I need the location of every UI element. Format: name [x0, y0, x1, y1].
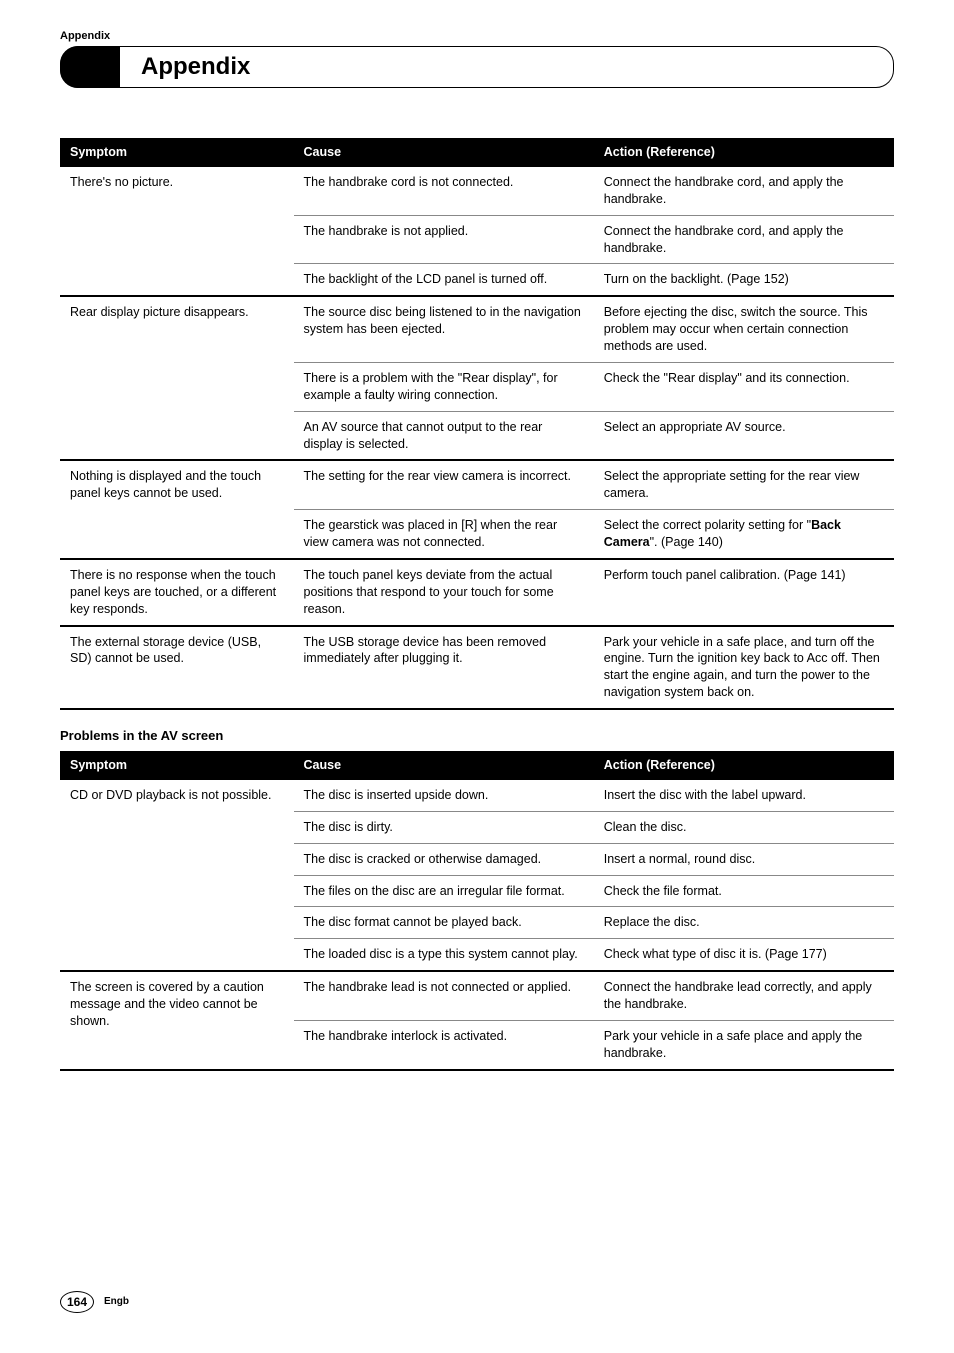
action-cell: Connect the handbrake cord, and apply th… — [594, 167, 894, 215]
action-cell: Check the "Rear display" and its connect… — [594, 362, 894, 411]
cause-cell: The USB storage device has been removed … — [294, 626, 594, 710]
cause-cell: The touch panel keys deviate from the ac… — [294, 559, 594, 626]
cause-cell: The source disc being listened to in the… — [294, 296, 594, 362]
action-cell: Insert the disc with the label upward. — [594, 780, 894, 811]
cause-cell: The handbrake interlock is activated. — [294, 1020, 594, 1069]
action-cell: Turn on the backlight. (Page 152) — [594, 264, 894, 296]
cause-cell: The backlight of the LCD panel is turned… — [294, 264, 594, 296]
table-row: The external storage device (USB, SD) ca… — [60, 626, 894, 710]
title-bar: Appendix — [60, 46, 894, 88]
page-footer: 164 Engb — [60, 1291, 894, 1313]
page-lang: Engb — [104, 1296, 129, 1307]
symptom-cell: The external storage device (USB, SD) ca… — [60, 626, 294, 710]
action-cell: Connect the handbrake lead correctly, an… — [594, 971, 894, 1020]
table-row: The screen is covered by a caution messa… — [60, 971, 894, 1020]
page-title: Appendix — [141, 53, 250, 80]
action-cell: Before ejecting the disc, switch the sou… — [594, 296, 894, 362]
th-symptom: Symptom — [60, 138, 294, 167]
cause-cell: The handbrake is not applied. — [294, 215, 594, 264]
cause-cell: The disc is cracked or otherwise damaged… — [294, 843, 594, 875]
action-cell: Park your vehicle in a safe place and ap… — [594, 1020, 894, 1069]
cause-cell: The handbrake cord is not connected. — [294, 167, 594, 215]
troubleshooting-table-2: Symptom Cause Action (Reference) CD or D… — [60, 751, 894, 1071]
section-label: Appendix — [60, 30, 894, 42]
symptom-cell: Nothing is displayed and the touch panel… — [60, 460, 294, 559]
cause-cell: The disc format cannot be played back. — [294, 907, 594, 939]
symptom-cell: Rear display picture disappears. — [60, 296, 294, 460]
cause-cell: The loaded disc is a type this system ca… — [294, 939, 594, 971]
action-cell: Park your vehicle in a safe place, and t… — [594, 626, 894, 710]
table-row: Nothing is displayed and the touch panel… — [60, 460, 894, 509]
cause-cell: The handbrake lead is not connected or a… — [294, 971, 594, 1020]
action-cell: Select the correct polarity setting for … — [594, 510, 894, 559]
cause-cell: The gearstick was placed in [R] when the… — [294, 510, 594, 559]
cause-cell: The files on the disc are an irregular f… — [294, 875, 594, 907]
cause-cell: The setting for the rear view camera is … — [294, 460, 594, 509]
th-symptom: Symptom — [60, 751, 294, 780]
action-cell: Perform touch panel calibration. (Page 1… — [594, 559, 894, 626]
table-row: CD or DVD playback is not possible.The d… — [60, 780, 894, 811]
th-action: Action (Reference) — [594, 751, 894, 780]
th-cause: Cause — [294, 751, 594, 780]
cause-cell: An AV source that cannot output to the r… — [294, 411, 594, 460]
table-row: There is no response when the touch pane… — [60, 559, 894, 626]
th-action: Action (Reference) — [594, 138, 894, 167]
cause-cell: There is a problem with the "Rear displa… — [294, 362, 594, 411]
symptom-cell: There's no picture. — [60, 167, 294, 296]
action-cell: Select an appropriate AV source. — [594, 411, 894, 460]
symptom-cell: The screen is covered by a caution messa… — [60, 971, 294, 1070]
th-cause: Cause — [294, 138, 594, 167]
subheading: Problems in the AV screen — [60, 728, 894, 743]
action-cell: Insert a normal, round disc. — [594, 843, 894, 875]
action-cell: Replace the disc. — [594, 907, 894, 939]
action-cell: Check what type of disc it is. (Page 177… — [594, 939, 894, 971]
symptom-cell: CD or DVD playback is not possible. — [60, 780, 294, 971]
table-row: There's no picture.The handbrake cord is… — [60, 167, 894, 215]
cause-cell: The disc is dirty. — [294, 811, 594, 843]
cause-cell: The disc is inserted upside down. — [294, 780, 594, 811]
title-tab — [60, 46, 120, 88]
troubleshooting-table-1: Symptom Cause Action (Reference) There's… — [60, 138, 894, 710]
page-number: 164 — [60, 1291, 94, 1313]
symptom-cell: There is no response when the touch pane… — [60, 559, 294, 626]
action-cell: Select the appropriate setting for the r… — [594, 460, 894, 509]
action-cell: Check the file format. — [594, 875, 894, 907]
action-cell: Connect the handbrake cord, and apply th… — [594, 215, 894, 264]
action-cell: Clean the disc. — [594, 811, 894, 843]
table-row: Rear display picture disappears.The sour… — [60, 296, 894, 362]
